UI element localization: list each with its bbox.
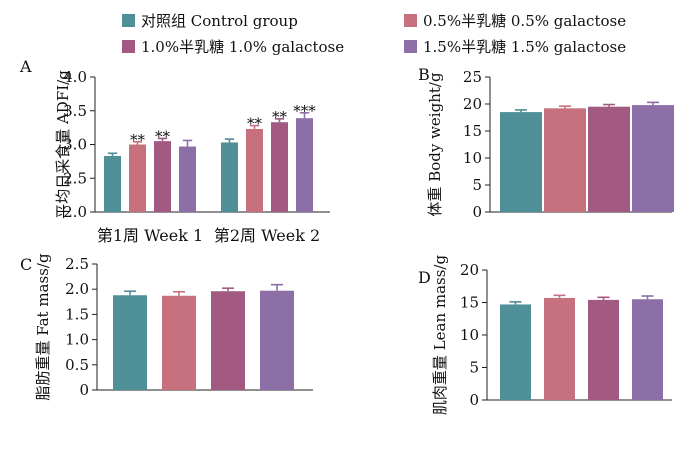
panel-a-letter: A: [19, 57, 32, 76]
legend-item-1-5: 1.5%半乳糖 1.5% galactose: [404, 36, 626, 57]
panel-b-letter: B: [418, 65, 430, 84]
panel-d-ytick-label: 0: [469, 391, 479, 409]
panel-a-significance-label: **: [155, 127, 171, 145]
panel-c-ytick-label: 2.0: [65, 280, 89, 298]
panel-a-bar: [104, 155, 121, 212]
panel-a-ytick-label: 3.5: [63, 102, 87, 120]
legend-item-0-5: 0.5%半乳糖 0.5% galactose: [404, 10, 626, 31]
panel-b-bar: [544, 108, 586, 212]
panel-a-significance-label: **: [130, 131, 146, 149]
legend-swatch-1-5: [404, 40, 417, 53]
panel-b-bar: [588, 106, 630, 212]
panel-d-bar: [632, 299, 663, 400]
panel-a-category-label: 第2周 Week 2: [214, 226, 320, 245]
panel-d-bar: [500, 304, 531, 400]
panel-d-ytick-label: 10: [460, 326, 479, 344]
legend-swatch-0-5: [404, 14, 417, 27]
panel-c-ytick-label: 0.5: [65, 356, 89, 374]
panel-b-ytick-label: 25: [463, 68, 482, 86]
panel-c-bar: [260, 290, 294, 390]
legend-swatch-control: [122, 14, 135, 27]
panel-a-bar: [221, 142, 238, 212]
panel-c-ytick-label: 0: [79, 381, 89, 399]
panel-b-ytick-label: 15: [463, 122, 482, 140]
panel-c-letter: C: [20, 255, 32, 274]
panel-d-bar: [588, 299, 619, 400]
legend-label-control: 对照组 Control group: [141, 12, 298, 30]
panel-d-letter: D: [418, 268, 431, 287]
panel-d-ylabel: 肌肉重量 Lean mass/g: [431, 255, 449, 416]
legend-label-1-5: 1.5%半乳糖 1.5% galactose: [423, 38, 627, 56]
legend-label-1-0: 1.0%半乳糖 1.0% galactose: [141, 38, 345, 56]
panel-b-ytick-label: 0: [472, 203, 482, 221]
panel-c-ytick-label: 1.5: [65, 305, 89, 323]
panel-a-bar: [154, 141, 171, 212]
panel-c-bar: [162, 295, 196, 390]
panel-a-bar: [129, 144, 146, 212]
panel-c-ytick-label: 2.5: [65, 255, 89, 273]
legend-item-1-0: 1.0%半乳糖 1.0% galactose: [122, 36, 344, 57]
panel-c-bar: [113, 295, 147, 390]
panel-a-significance-label: ***: [293, 102, 316, 120]
panel-b-ylabel: 体重 Body weight/g: [426, 72, 444, 217]
panel-b-bar: [632, 105, 674, 212]
panel-a-ytick-label: 2.5: [63, 169, 87, 187]
panel-a-bar: [179, 146, 196, 212]
panel-a-ytick-label: 3.0: [63, 136, 87, 154]
legend-swatch-1-0: [122, 40, 135, 53]
panel-c-ytick-label: 1.0: [65, 331, 89, 349]
panel-a-category-label: 第1周 Week 1: [97, 226, 203, 245]
panel-b-ytick-label: 20: [463, 95, 482, 113]
panel-a-ylabel: 平均日采食量 ADFI/g: [54, 70, 72, 219]
panel-b-bar: [500, 112, 542, 212]
panel-a-significance-label: **: [272, 108, 288, 126]
panel-d-ytick-label: 15: [460, 294, 479, 312]
panel-a-bar: [271, 122, 288, 212]
panel-a-ytick-label: 2.0: [63, 203, 87, 221]
panel-d-ytick-label: 5: [469, 359, 479, 377]
panel-a-significance-label: **: [247, 115, 263, 133]
panel-c-bar: [211, 291, 245, 390]
panel-a-bar: [246, 128, 263, 212]
panel-b-ytick-label: 10: [463, 149, 482, 167]
panel-a-ytick-label: 4.0: [63, 68, 87, 86]
panel-d-ytick-label: 20: [460, 261, 479, 279]
panel-c-ylabel: 脂肪重量 Fat mass/g: [34, 253, 52, 401]
legend-item-control: 对照组 Control group: [122, 10, 298, 31]
panel-b-ytick-label: 5: [472, 176, 482, 194]
panel-a-bar: [296, 118, 313, 212]
legend: 对照组 Control group 0.5%半乳糖 0.5% galactose…: [0, 0, 700, 60]
legend-label-0-5: 0.5%半乳糖 0.5% galactose: [423, 12, 627, 30]
panel-d-bar: [544, 297, 575, 400]
